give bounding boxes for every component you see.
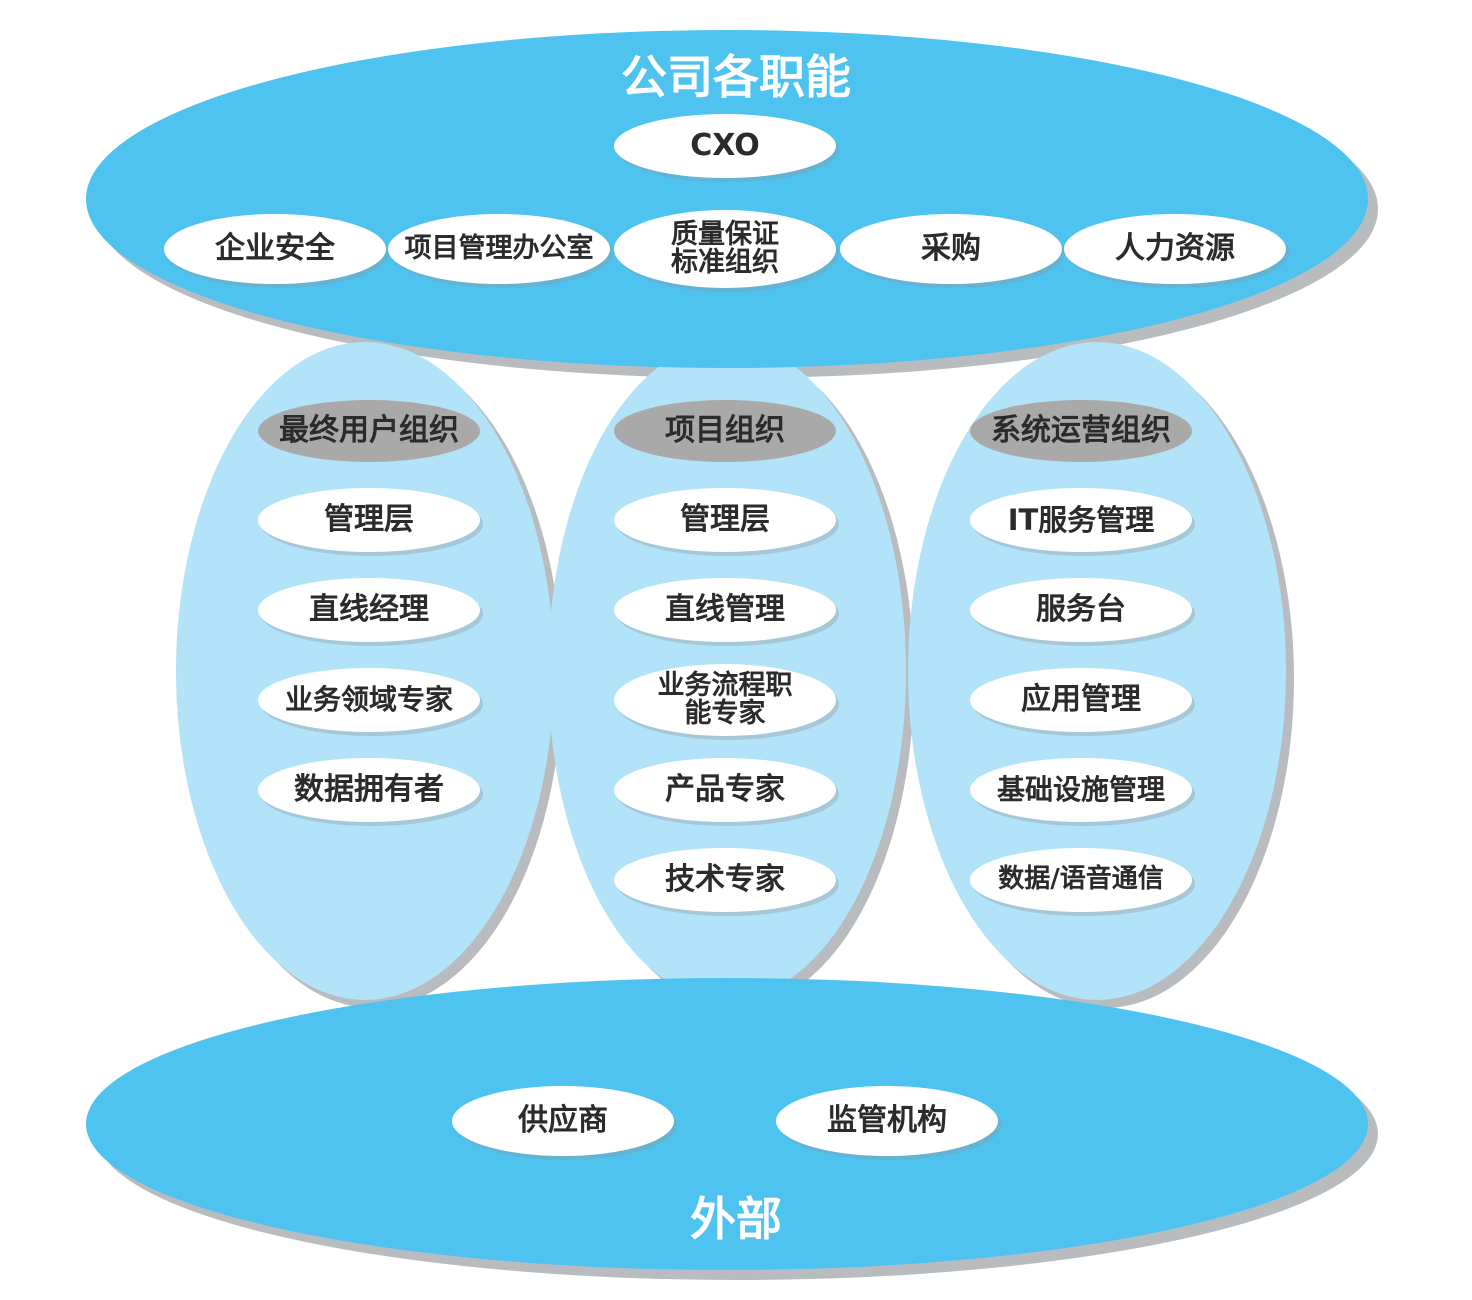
- column-item-label: 产品专家: [665, 772, 785, 808]
- column-item-label: 直线管理: [665, 592, 785, 628]
- column-header-label: 系统运营组织: [991, 413, 1171, 449]
- column-item-label: 业务领域专家: [284, 683, 453, 717]
- column-right-item-1: IT服务管理: [970, 488, 1192, 552]
- function-label: 人力资源: [1115, 231, 1235, 267]
- column-item-label: 管理层: [324, 502, 414, 538]
- column-item-label: 技术专家: [665, 862, 785, 898]
- external-node-2: 监管机构: [776, 1086, 998, 1156]
- column-left-item-2: 直线经理: [258, 578, 480, 642]
- column-left-item-3: 业务领域专家: [258, 668, 480, 732]
- top-group-title: 公司各职能: [621, 50, 851, 104]
- column-item-label: 基础设施管理: [996, 773, 1165, 807]
- function-label: 质量保证 标准组织: [671, 218, 779, 278]
- column-item-label: 业务流程职 能专家: [657, 669, 793, 729]
- column-left-item-1: 管理层: [258, 488, 480, 552]
- function-label: 采购: [921, 231, 981, 267]
- column-header-label: 项目组织: [665, 413, 785, 449]
- function-node-1: 企业安全: [164, 214, 386, 284]
- top-ellipse: [86, 30, 1368, 368]
- column-middle-header: 项目组织: [614, 400, 836, 462]
- external-label: 监管机构: [827, 1103, 947, 1139]
- column-item-label: 数据拥有者: [294, 772, 444, 808]
- column-right-item-3: 应用管理: [970, 668, 1192, 732]
- external-node-1: 供应商: [452, 1086, 674, 1156]
- column-item-label: 应用管理: [1021, 682, 1141, 718]
- column-right-header: 系统运营组织: [970, 400, 1192, 462]
- column-item-label: 数据/语音通信: [998, 864, 1164, 895]
- column-item-label: 管理层: [680, 502, 770, 538]
- column-item-label: 直线经理: [309, 592, 429, 628]
- function-label: 项目管理办公室: [404, 232, 594, 264]
- bottom-group-title: 外部: [690, 1192, 782, 1246]
- function-label: 企业安全: [215, 231, 335, 267]
- column-middle-item-3: 业务流程职 能专家: [614, 664, 836, 736]
- column-middle-item-4: 产品专家: [614, 758, 836, 822]
- function-node-3: 质量保证 标准组织: [614, 210, 836, 288]
- column-right-item-4: 基础设施管理: [970, 758, 1192, 822]
- column-item-label: IT服务管理: [1007, 502, 1155, 537]
- column-item-label: 服务台: [1036, 592, 1126, 628]
- external-label: 供应商: [518, 1103, 608, 1139]
- column-right-item-2: 服务台: [970, 578, 1192, 642]
- function-node-2: 项目管理办公室: [388, 214, 610, 284]
- function-node-4: 采购: [840, 214, 1062, 284]
- column-left-header: 最终用户组织: [258, 400, 480, 462]
- cxo-node: CXO: [614, 114, 836, 178]
- column-header-label: 最终用户组织: [279, 413, 459, 449]
- column-left-item-4: 数据拥有者: [258, 758, 480, 822]
- function-node-5: 人力资源: [1064, 214, 1286, 284]
- bottom-ellipse: [86, 978, 1368, 1270]
- cxo-label: CXO: [690, 128, 760, 164]
- column-middle-item-2: 直线管理: [614, 578, 836, 642]
- column-middle-item-1: 管理层: [614, 488, 836, 552]
- column-middle-item-5: 技术专家: [614, 848, 836, 912]
- column-right-item-5: 数据/语音通信: [970, 848, 1192, 912]
